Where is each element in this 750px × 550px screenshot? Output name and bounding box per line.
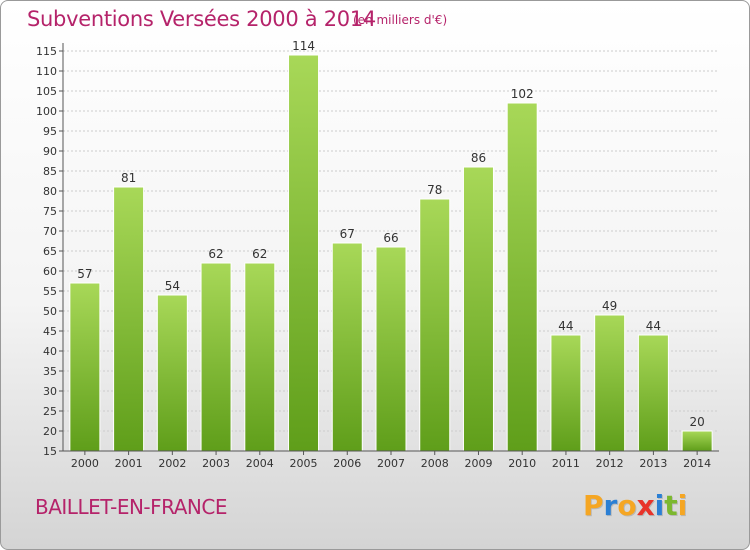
bar-value-label: 49 — [602, 299, 617, 313]
x-tick-label: 2005 — [290, 457, 318, 470]
bar-2009 — [462, 166, 494, 452]
logo-letter: P — [583, 489, 604, 522]
x-tick-label: 2014 — [683, 457, 711, 470]
x-tick-label: 2010 — [508, 457, 536, 470]
logo-letter: i — [677, 489, 688, 522]
x-tick-label: 2009 — [464, 457, 492, 470]
x-tick-label: 2012 — [596, 457, 624, 470]
y-tick-label: 55 — [43, 285, 57, 298]
bar-2005 — [288, 54, 320, 452]
bar-value-label: 62 — [208, 247, 223, 261]
bar-2008 — [419, 198, 451, 452]
x-tick-label: 2013 — [639, 457, 667, 470]
y-tick-label: 80 — [43, 185, 57, 198]
bar-2011 — [550, 334, 582, 452]
y-tick-label: 90 — [43, 145, 57, 158]
y-tick-label: 35 — [43, 365, 57, 378]
bar-2000 — [69, 282, 101, 452]
y-tick-label: 75 — [43, 205, 57, 218]
x-tick-label: 2011 — [552, 457, 580, 470]
axes-layer — [59, 43, 719, 455]
y-tick-label: 15 — [43, 445, 57, 458]
bar-value-label: 86 — [471, 151, 486, 165]
y-tick-label: 95 — [43, 125, 57, 138]
bar-2003 — [200, 262, 232, 452]
bar-2013 — [637, 334, 669, 452]
bar-value-label: 102 — [511, 87, 534, 101]
bar-2002 — [156, 294, 188, 452]
logo-letter: i — [654, 489, 665, 522]
logo-letter: t — [664, 489, 678, 522]
chart-subtitle: (en milliers d'€) — [353, 13, 448, 27]
bar-value-label: 44 — [646, 319, 661, 333]
x-tick-label: 2008 — [421, 457, 449, 470]
x-tick-label: 2000 — [71, 457, 99, 470]
bar-2014 — [681, 430, 713, 452]
bar-value-label: 81 — [121, 171, 136, 185]
logo-letter: x — [636, 489, 655, 522]
y-tick-label: 70 — [43, 225, 57, 238]
proxiti-logo[interactable]: Proxiti — [583, 489, 687, 522]
bar-value-label: 67 — [340, 227, 355, 241]
y-tick-label: 50 — [43, 305, 57, 318]
y-tick-label: 60 — [43, 265, 57, 278]
bar-2007 — [375, 246, 407, 452]
y-tick-label: 85 — [43, 165, 57, 178]
bar-2001 — [113, 186, 145, 452]
y-tick-label: 110 — [36, 65, 57, 78]
bar-2006 — [331, 242, 363, 452]
bar-value-label: 20 — [689, 415, 704, 429]
x-tick-label: 2004 — [246, 457, 274, 470]
x-tick-label: 2001 — [115, 457, 143, 470]
y-tick-label: 100 — [36, 105, 57, 118]
labels-layer: 15 20 25 30 35 40 45 50 55 60 65 70 75 80 85 90 95 100 105… — [36, 39, 711, 470]
logo-letter: o — [617, 489, 637, 522]
y-tick-label: 25 — [43, 405, 57, 418]
bar-2012 — [594, 314, 626, 452]
x-tick-label: 2007 — [377, 457, 405, 470]
y-tick-label: 30 — [43, 385, 57, 398]
x-tick-label: 2002 — [158, 457, 186, 470]
bar-2004 — [244, 262, 276, 452]
bar-value-label: 57 — [77, 267, 92, 281]
y-tick-label: 65 — [43, 245, 57, 258]
logo-letter: r — [603, 489, 618, 522]
y-tick-label: 20 — [43, 425, 57, 438]
bar-value-label: 44 — [558, 319, 573, 333]
x-tick-label: 2003 — [202, 457, 230, 470]
bar-value-label: 66 — [383, 231, 398, 245]
y-tick-label: 40 — [43, 345, 57, 358]
bar-value-label: 62 — [252, 247, 267, 261]
bars-layer — [69, 54, 713, 452]
place-name: BAILLET-EN-FRANCE — [35, 495, 227, 519]
y-tick-label: 115 — [36, 45, 57, 58]
bar-value-label: 114 — [292, 39, 315, 53]
x-tick-label: 2006 — [333, 457, 361, 470]
y-tick-label: 105 — [36, 85, 57, 98]
bar-value-label: 54 — [165, 279, 180, 293]
bar-2010 — [506, 102, 538, 452]
bar-value-label: 78 — [427, 183, 442, 197]
chart-title: Subventions Versées 2000 à 2014 — [27, 7, 376, 31]
y-tick-label: 45 — [43, 325, 57, 338]
